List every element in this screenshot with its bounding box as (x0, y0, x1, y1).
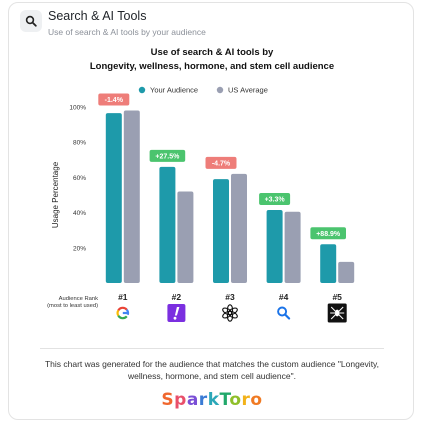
bar (320, 244, 337, 283)
change-badge-label: +88.9% (316, 231, 341, 238)
change-badge-label: +3.3% (265, 197, 286, 204)
google-icon (116, 306, 130, 320)
brand-letter: T (219, 390, 230, 410)
y-axis-label: Usage Percentage (51, 161, 60, 228)
category-label: #5 (332, 292, 342, 302)
google-bar (122, 311, 128, 315)
lens (277, 306, 288, 317)
change-badge (205, 156, 237, 169)
rank-label: Audience Rank (59, 296, 98, 302)
search-icon (25, 15, 37, 27)
change-badge (149, 149, 186, 162)
category-label: #4 (279, 292, 289, 302)
bar (284, 211, 301, 283)
chatgpt-icon (222, 304, 238, 322)
spider-icon (327, 303, 347, 323)
legend-marker (138, 86, 146, 94)
spider-leg (330, 306, 338, 314)
google-arc (117, 314, 128, 320)
spider-leg (336, 312, 344, 320)
legend-label: Your Audience (150, 86, 198, 95)
chart-caption: This chart was generated for the audienc… (44, 359, 380, 381)
spider-leg (336, 306, 344, 314)
bar (123, 110, 140, 284)
bar (159, 166, 176, 283)
brand-letter: o (229, 390, 242, 410)
y-tick-label: 40% (73, 210, 86, 217)
spider-leg (330, 312, 338, 320)
perplexity-mark (174, 307, 180, 316)
header-subtitle: Use of search & AI tools by your audienc… (48, 27, 206, 37)
change-badge-label: -1.4% (105, 97, 124, 104)
legend-label: US Average (228, 86, 268, 95)
category-label: #3 (225, 292, 235, 302)
perplexity-icon (167, 304, 186, 322)
category-label: #2 (172, 292, 182, 302)
brand-letter: r (198, 390, 208, 410)
brand-letter: r (241, 390, 251, 410)
bar (213, 179, 229, 283)
google-arc (116, 309, 120, 317)
handle (284, 313, 291, 320)
bar (105, 113, 122, 283)
y-tick-label: 100% (69, 105, 86, 112)
brand-letter: p (174, 390, 187, 410)
change-badge-label: -4.7% (212, 160, 231, 167)
google-arc (117, 306, 128, 312)
header-title: Search & AI Tools (48, 9, 147, 23)
tool-card (8, 2, 414, 420)
y-tick-label: 80% (73, 140, 86, 147)
y-tick-label: 20% (73, 245, 86, 252)
search-tool-icon (277, 306, 291, 320)
change-badge (310, 227, 346, 240)
brand-letter: a (186, 390, 199, 410)
perplexity-dot (173, 316, 177, 320)
brand-letter: o (250, 390, 263, 410)
change-badge-label: +27.5% (155, 153, 180, 160)
divider (40, 348, 384, 349)
rank-sublabel: (most to least used) (47, 303, 98, 309)
bar (177, 191, 194, 283)
y-tick-label: 60% (73, 175, 86, 182)
chart-title: Use of search & AI tools by (150, 47, 274, 58)
change-badge (98, 93, 130, 106)
change-badge (259, 192, 291, 205)
chatgpt-petal (222, 307, 233, 316)
chart-subtitle: Longevity, wellness, hormone, and stem c… (89, 61, 335, 72)
brand-letter: S (161, 390, 175, 410)
header-icon (20, 10, 42, 32)
bar-chart: 100% 80% 60% 40% 20% Usage Percentage Your Aud… (47, 86, 355, 323)
sparktoro-logo: SparkToro (0, 390, 424, 410)
legend-marker (216, 86, 224, 94)
bar (338, 261, 355, 283)
category-label: #1 (118, 292, 128, 302)
bar (231, 173, 247, 283)
brand-letter: k (207, 390, 220, 410)
bar (266, 209, 283, 283)
